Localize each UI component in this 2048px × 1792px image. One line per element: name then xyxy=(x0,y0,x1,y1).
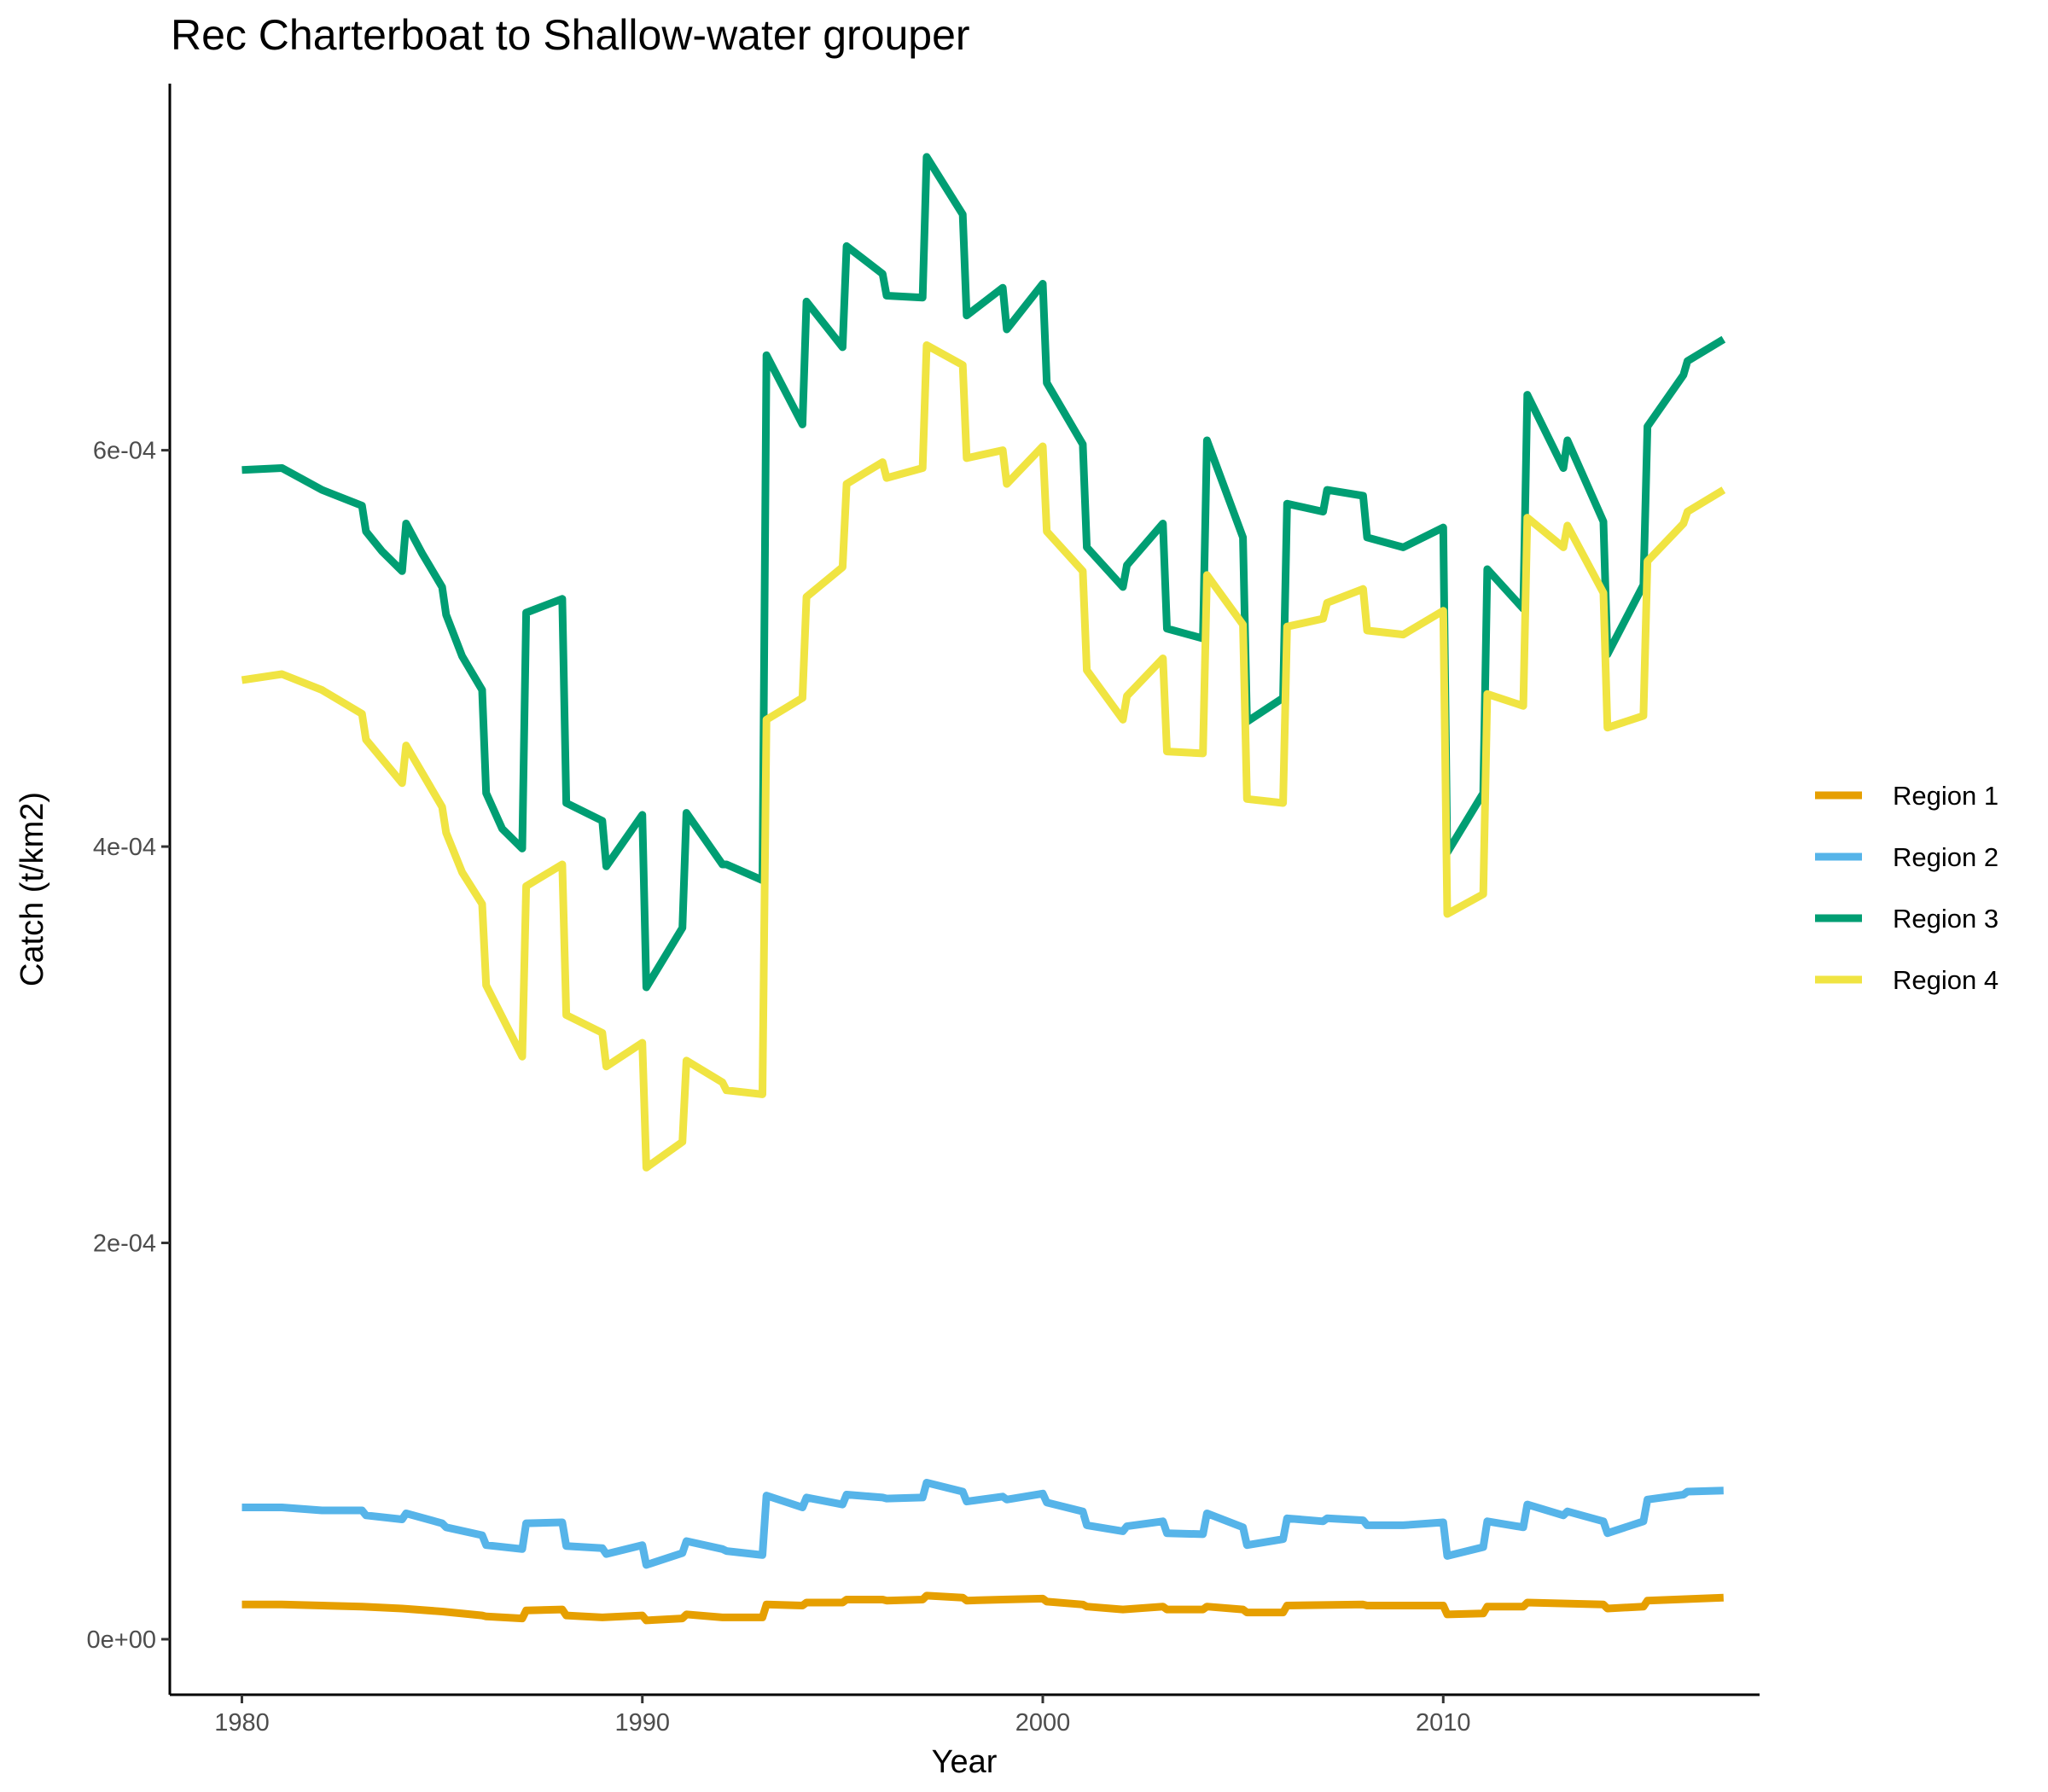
x-tick-label: 1990 xyxy=(614,1709,670,1737)
y-tick-label: 0e+00 xyxy=(87,1626,156,1654)
legend-label-region-1: Region 1 xyxy=(1893,781,1999,811)
y-tick-label: 4e-04 xyxy=(93,834,156,861)
x-axis-title: Year xyxy=(932,1744,998,1780)
series-line-region-4 xyxy=(241,341,1726,1172)
series-line-region-2 xyxy=(241,1479,1724,1569)
chart-title: Rec Charterboat to Shallow-water grouper xyxy=(171,11,970,59)
y-axis-title: Catch (t/km2) xyxy=(15,792,50,986)
legend-label-region-3: Region 3 xyxy=(1893,904,1999,934)
legend: Region 1 Region 2 Region 3 Region 4 xyxy=(1815,781,1999,995)
y-axis-ticks: 0e+00 2e-04 4e-04 6e-04 xyxy=(87,438,170,1654)
x-tick-label: 2000 xyxy=(1015,1709,1071,1737)
series-layer xyxy=(241,153,1726,1625)
y-tick-label: 2e-04 xyxy=(93,1231,156,1258)
x-axis-ticks: 1980 1990 2000 2010 xyxy=(214,1695,1471,1737)
y-tick-label: 6e-04 xyxy=(93,438,156,465)
legend-label-region-4: Region 4 xyxy=(1893,965,1999,995)
series-line-region-1 xyxy=(241,1591,1724,1625)
series-line-region-3 xyxy=(241,153,1726,992)
x-tick-label: 1980 xyxy=(214,1709,270,1737)
legend-label-region-2: Region 2 xyxy=(1893,842,1999,872)
x-tick-label: 2010 xyxy=(1416,1709,1471,1737)
